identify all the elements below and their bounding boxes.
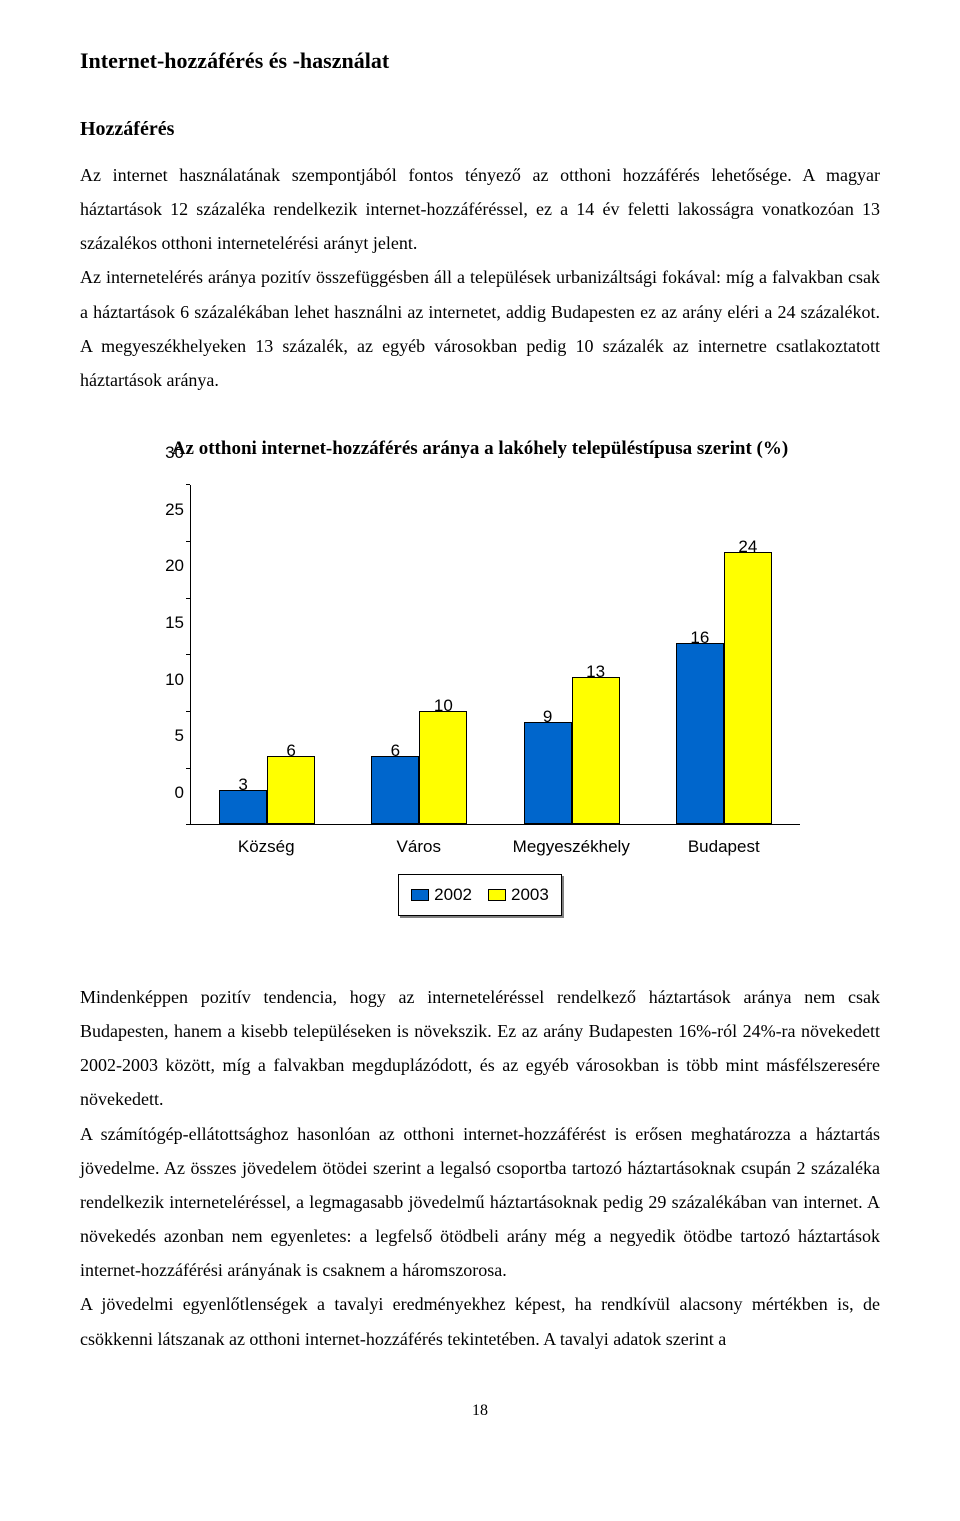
- paragraph-1: Az internet használatának szempontjából …: [80, 158, 880, 261]
- chart-bar-groups: 366109131624: [191, 485, 800, 824]
- chart-x-label: Város: [352, 831, 486, 863]
- chart-bar-value-label: 3: [238, 769, 247, 801]
- chart-legend-label: 2002: [434, 879, 472, 911]
- page-number: 18: [80, 1396, 880, 1426]
- paragraph-4: A számítógép-ellátottsághoz hasonlóan az…: [80, 1117, 880, 1288]
- paragraph-2: Az internetelérés aránya pozitív összefü…: [80, 260, 880, 397]
- chart-legend-swatch: [411, 889, 429, 901]
- chart-legend-label: 2003: [511, 879, 549, 911]
- chart-bar-value-label: 6: [391, 735, 400, 767]
- chart-y-tick-label: 10: [165, 663, 184, 695]
- chart-y-tick-label: 0: [175, 777, 184, 809]
- chart-bar: 10: [419, 711, 467, 824]
- chart-y-tick-label: 20: [165, 550, 184, 582]
- chart-y-axis: 051015202530: [160, 485, 190, 825]
- section-title: Internet-hozzáférés és -használat: [80, 40, 880, 82]
- chart-x-label: Megyeszékhely: [504, 831, 638, 863]
- chart-x-label: Község: [199, 831, 333, 863]
- bar-chart: 051015202530 366109131624 KözségVárosMeg…: [160, 485, 800, 916]
- chart-legend-item: 2002: [411, 879, 472, 911]
- chart-bar-value-label: 9: [543, 701, 552, 733]
- chart-legend-swatch: [488, 889, 506, 901]
- chart-bar: 16: [676, 643, 724, 824]
- chart-bar: 24: [724, 552, 772, 824]
- chart-bar-value-label: 13: [586, 656, 605, 688]
- chart-bar: 9: [524, 722, 572, 824]
- chart-bar: 6: [371, 756, 419, 824]
- chart-y-tick-label: 15: [165, 607, 184, 639]
- paragraph-3: Mindenképpen pozitív tendencia, hogy az …: [80, 980, 880, 1117]
- chart-plot-area: 051015202530 366109131624: [190, 485, 800, 825]
- chart-bar-group: 1624: [657, 552, 791, 824]
- chart-y-tick-label: 30: [165, 437, 184, 469]
- chart-x-labels: Község Város Megyeszékhely Budapest: [190, 831, 800, 863]
- chart-legend: 2002 2003: [398, 874, 562, 916]
- chart-inner: 366109131624: [190, 485, 800, 825]
- chart-bar-value-label: 10: [434, 690, 453, 722]
- chart-x-label: Budapest: [657, 831, 791, 863]
- chart-y-tick-label: 25: [165, 493, 184, 525]
- chart-bar-value-label: 16: [690, 622, 709, 654]
- chart-bar: 13: [572, 677, 620, 824]
- chart-bar-group: 610: [352, 711, 486, 824]
- chart-bar: 3: [219, 790, 267, 824]
- chart-legend-item: 2003: [488, 879, 549, 911]
- paragraph-5: A jövedelmi egyenlőtlenségek a tavalyi e…: [80, 1287, 880, 1355]
- chart-title: Az otthoni internet-hozzáférés aránya a …: [80, 431, 880, 467]
- subsection-title: Hozzáférés: [80, 110, 880, 148]
- chart-y-tick-label: 5: [175, 720, 184, 752]
- chart-bar-value-label: 24: [738, 531, 757, 563]
- chart-bar: 6: [267, 756, 315, 824]
- chart-bar-group: 913: [505, 677, 639, 824]
- chart-bar-value-label: 6: [286, 735, 295, 767]
- chart-bar-group: 36: [200, 756, 334, 824]
